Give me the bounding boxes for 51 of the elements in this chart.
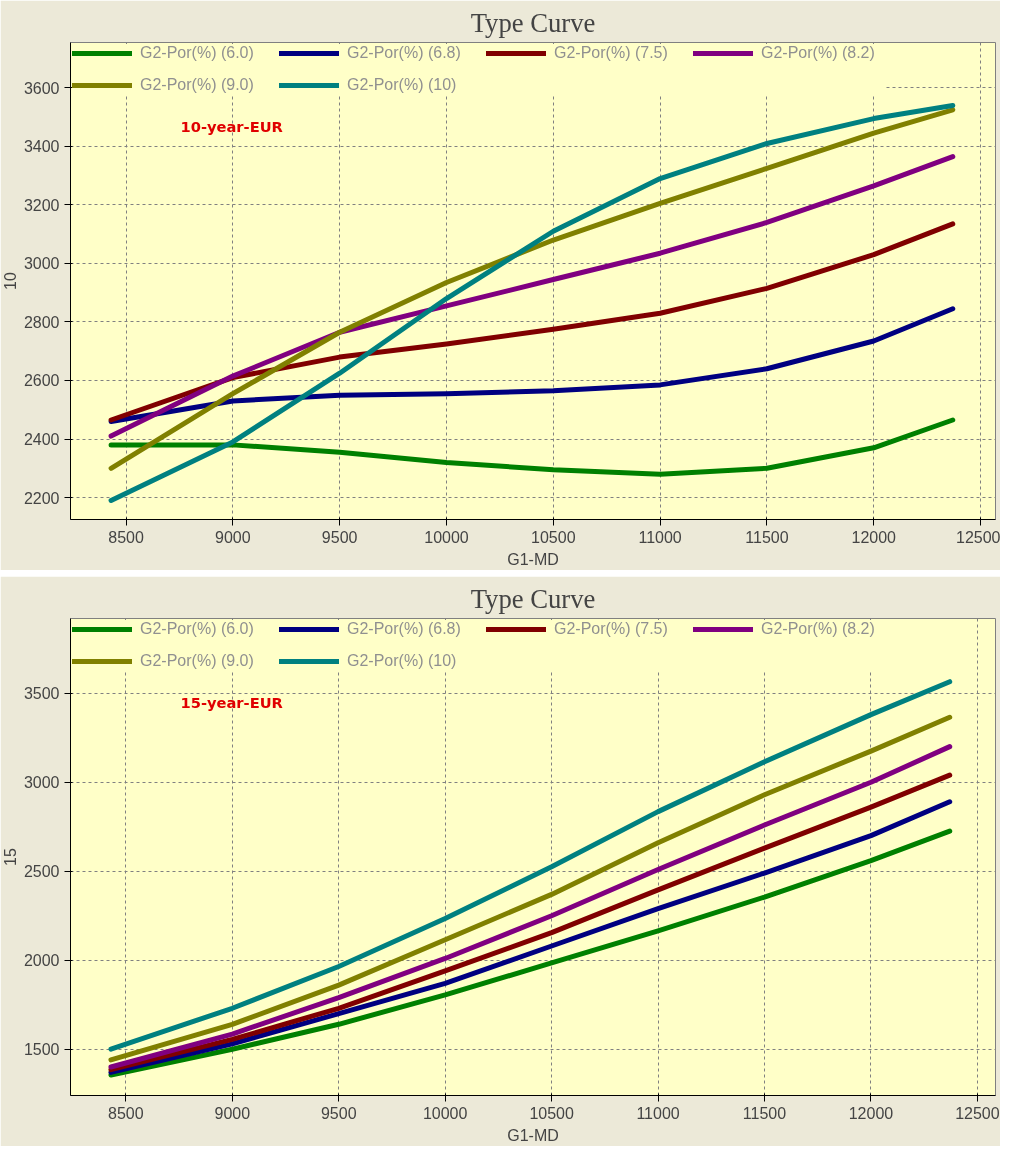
y-tick-label: 3500 bbox=[23, 685, 60, 703]
y-tick-label: 3400 bbox=[23, 138, 60, 156]
x-tick-label: 11500 bbox=[742, 1104, 787, 1122]
x-tick-label: 8500 bbox=[108, 1104, 144, 1122]
x-tick-label: 12000 bbox=[848, 1104, 894, 1122]
x-tick-label: 11000 bbox=[636, 1104, 680, 1122]
legend-label: G2-Por(%) (9.0) bbox=[140, 76, 255, 94]
annotation: 15-year-EUR bbox=[180, 693, 283, 711]
legend-label: G2-Por(%) (6.8) bbox=[347, 620, 462, 638]
legend-label: G2-Por(%) (10) bbox=[347, 652, 458, 670]
y-tick-label: 2000 bbox=[23, 952, 60, 970]
x-tick-label: 10500 bbox=[529, 1104, 574, 1122]
x-tick-label: 9500 bbox=[320, 1104, 357, 1122]
x-tick-label: 10500 bbox=[531, 528, 576, 546]
legend-label: G2-Por(%) (6.0) bbox=[140, 44, 255, 62]
y-tick-label: 3600 bbox=[23, 79, 60, 97]
chart-title: Type Curve bbox=[470, 583, 596, 614]
x-tick-label: 12500 bbox=[955, 1104, 1000, 1122]
y-axis-title: 15 bbox=[1, 848, 19, 866]
legend-label: G2-Por(%) (7.5) bbox=[554, 44, 669, 62]
x-tick-label: 9000 bbox=[215, 528, 251, 546]
legend-label: G2-Por(%) (8.2) bbox=[761, 620, 876, 638]
x-axis-title: G1-MD bbox=[507, 550, 559, 568]
legend-label: G2-Por(%) (9.0) bbox=[140, 652, 255, 670]
x-tick-label: 8500 bbox=[108, 528, 144, 546]
x-tick-label: 9000 bbox=[214, 1104, 251, 1122]
y-tick-label: 2800 bbox=[23, 313, 60, 331]
y-tick-label: 3000 bbox=[23, 255, 60, 273]
y-tick-label: 2200 bbox=[23, 489, 60, 507]
legend-label: G2-Por(%) (8.2) bbox=[761, 44, 876, 62]
y-tick-label: 3200 bbox=[23, 196, 60, 214]
x-tick-label: 10000 bbox=[424, 528, 469, 546]
legend-label: G2-Por(%) (10) bbox=[347, 76, 458, 94]
legend-label: G2-Por(%) (6.8) bbox=[347, 44, 462, 62]
annotation: 10-year-EUR bbox=[180, 117, 283, 135]
y-tick-label: 2600 bbox=[23, 372, 60, 390]
legend-label: G2-Por(%) (6.0) bbox=[140, 620, 255, 638]
y-tick-label: 2500 bbox=[23, 863, 60, 881]
y-axis-title: 10 bbox=[1, 272, 19, 290]
chart-title: Type Curve bbox=[470, 7, 596, 38]
x-axis-title: G1-MD bbox=[507, 1126, 559, 1144]
x-tick-label: 11500 bbox=[745, 528, 789, 546]
x-tick-label: 11000 bbox=[638, 528, 682, 546]
x-tick-label: 12500 bbox=[956, 528, 1001, 546]
y-tick-label: 3000 bbox=[23, 774, 60, 792]
x-tick-label: 12000 bbox=[851, 528, 897, 546]
x-tick-label: 9500 bbox=[321, 528, 358, 546]
x-tick-label: 10000 bbox=[422, 1104, 468, 1122]
y-tick-label: 2400 bbox=[23, 431, 60, 449]
legend-label: G2-Por(%) (7.5) bbox=[554, 620, 669, 638]
y-tick-label: 1500 bbox=[23, 1041, 60, 1059]
